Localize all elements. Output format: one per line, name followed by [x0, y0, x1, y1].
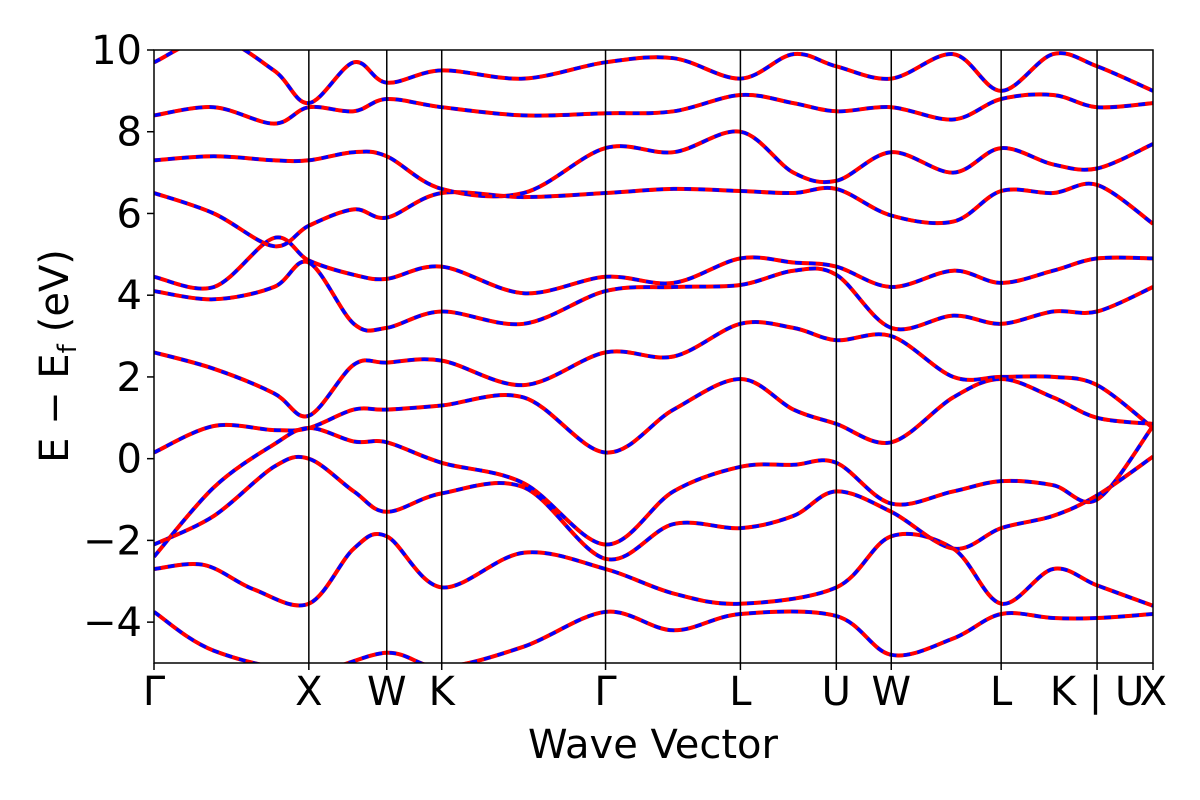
- x-tick-label-8: W: [871, 669, 911, 715]
- y-ticks: −4 −2 0 2 4 6 8 10: [83, 28, 154, 646]
- y-tick-label-4: 2: [117, 355, 142, 401]
- y-tick-label-3: 0: [117, 437, 142, 483]
- x-tick-label-7: U: [822, 669, 851, 715]
- y-tick-label-2: −2: [83, 518, 142, 564]
- y-tick-label-1: −4: [83, 600, 142, 646]
- band-blue-7: [154, 259, 1153, 333]
- x-tick-label-11: X: [1140, 669, 1167, 715]
- y-axis-title-unit: (eV): [32, 249, 78, 332]
- band-red-dash-8: [154, 235, 1153, 295]
- y-tick-label-8: 10: [91, 28, 142, 74]
- x-axis-title: Wave Vector: [528, 722, 779, 768]
- x-tick-label-5: Γ: [594, 669, 617, 715]
- band-blue-8: [154, 235, 1153, 295]
- x-tick-label-4: K: [429, 669, 457, 715]
- x-tick-label-2: X: [295, 669, 322, 715]
- band-red-dash-10: [154, 129, 1153, 199]
- x-tick-label-1: Γ: [143, 669, 166, 715]
- band-blue-3: [154, 455, 1153, 562]
- svg-text:E − Ef(eV): E − Ef (eV): [32, 249, 83, 463]
- x-tick-label-9: L: [990, 669, 1013, 715]
- plot-frame: [153, 49, 1154, 664]
- y-tick-label-6: 6: [117, 191, 142, 237]
- y-tick-label-7: 8: [117, 110, 142, 156]
- plot-clip-group: [154, 50, 1153, 663]
- band-blue-10: [154, 129, 1153, 199]
- band-blue-11: [154, 92, 1153, 126]
- x-tick-label-10: K | U: [1050, 669, 1144, 715]
- y-axis-title: E − Ef (eV): [32, 249, 83, 463]
- band-blue-1: [154, 609, 1153, 663]
- y-tick-label-5: 4: [117, 273, 142, 319]
- x-tick-label-6: L: [729, 669, 752, 715]
- kpoint-lines-layer: [308, 50, 1098, 663]
- y-axis-title-main: E − E: [32, 353, 78, 463]
- band-blue-5: [154, 377, 1153, 455]
- x-tick-label-3: W: [367, 669, 407, 715]
- y-axis-title-subscript: f: [53, 343, 83, 353]
